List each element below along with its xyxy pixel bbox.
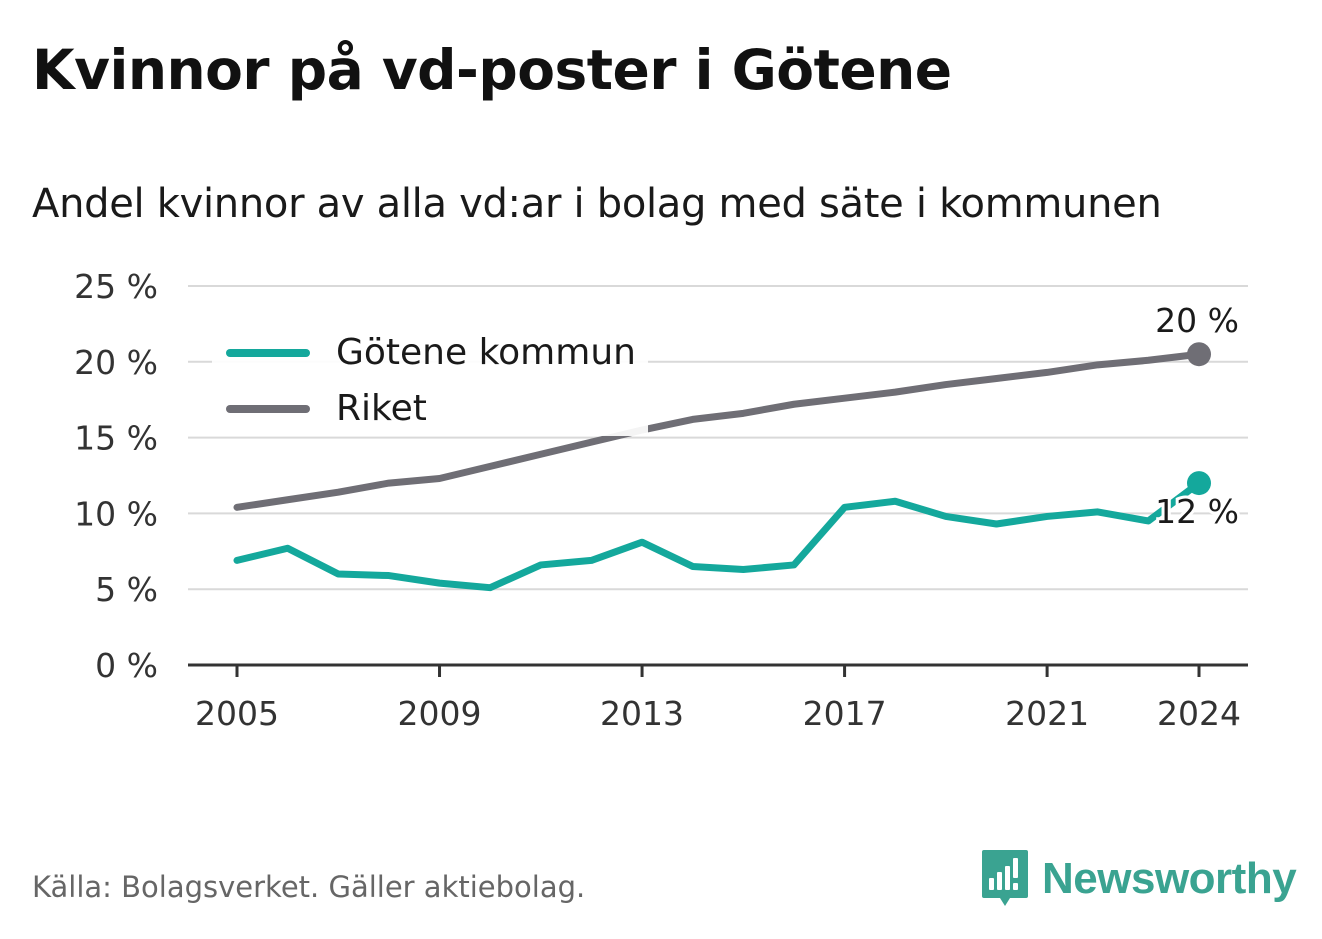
chart-title: Kvinnor på vd-poster i Götene (32, 38, 952, 102)
y-tick-label-10: 10 % (74, 494, 158, 533)
legend-label-gotene: Götene kommun (336, 332, 636, 373)
end-marker-gotene (1187, 471, 1211, 496)
x-tick-label-2005: 2005 (195, 694, 279, 733)
end-marker-riket (1187, 342, 1211, 367)
series-line-gotene (233, 479, 1203, 592)
newsworthy-logo: Newsworthy (980, 848, 1297, 910)
x-tick-label-2024: 2024 (1157, 694, 1241, 733)
y-tick-label-0: 0 % (95, 646, 158, 685)
legend: Götene kommun Riket (212, 318, 648, 436)
brand-name: Newsworthy (1042, 854, 1297, 903)
y-tick-label-20: 20 % (74, 343, 158, 382)
x-tick-label-2017: 2017 (803, 694, 887, 733)
legend-swatch-gotene (226, 348, 310, 357)
y-tick-label-5: 5 % (95, 570, 158, 609)
newsworthy-logo-icon (982, 850, 1028, 906)
y-tick-label-25: 25 % (74, 267, 158, 306)
x-tick-label-2021: 2021 (1005, 694, 1089, 733)
legend-item-gotene: Götene kommun (226, 332, 636, 373)
source-note: Källa: Bolagsverket. Gäller aktiebolag. (32, 870, 586, 904)
x-tick-label-2009: 2009 (398, 694, 482, 733)
chart-subtitle: Andel kvinnor av alla vd:ar i bolag med … (32, 181, 1162, 227)
legend-label-riket: Riket (336, 388, 427, 429)
x-tick-label-2013: 2013 (600, 694, 684, 733)
end-label-riket: 20 % (1155, 301, 1239, 340)
series-line-riket (233, 350, 1203, 511)
legend-swatch-riket (226, 404, 310, 413)
end-label-gotene: 12 % (1155, 492, 1239, 531)
legend-item-riket: Riket (226, 388, 427, 429)
y-tick-label-15: 15 % (74, 419, 158, 458)
